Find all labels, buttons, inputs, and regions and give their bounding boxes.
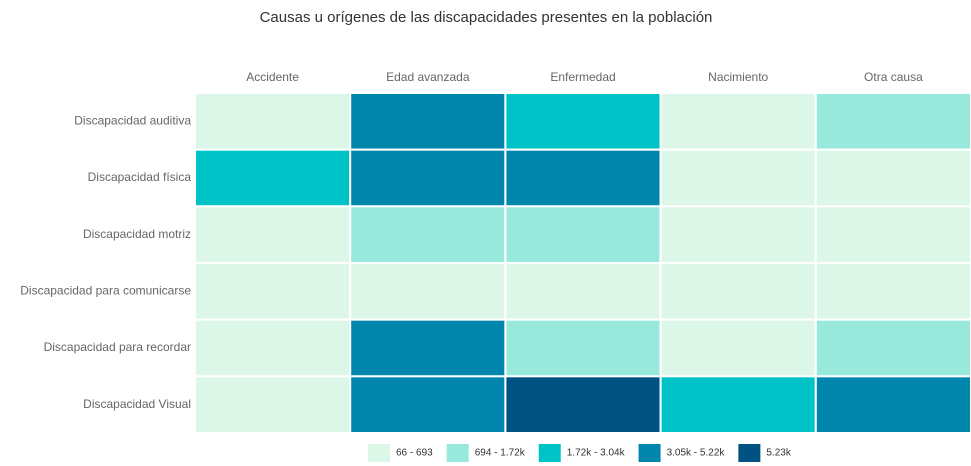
y-tick-label: Discapacidad para comunicarse (20, 284, 191, 298)
heatmap-cell (504, 92, 662, 151)
y-tick-label: Discapacidad motriz (83, 227, 191, 241)
heatmap-cell (349, 262, 507, 321)
heatmap-cell (504, 205, 662, 264)
x-tick-label: Accidente (246, 70, 299, 84)
heatmap-cell (814, 92, 971, 151)
y-tick-label: Discapacidad Visual (83, 397, 191, 411)
heatmap-cell (194, 148, 352, 208)
legend-swatch (446, 444, 469, 462)
legend-label: 694 - 1.72k (475, 448, 526, 459)
heatmap-cell (659, 92, 817, 151)
heatmap-cell (659, 318, 817, 378)
legend-label: 5.23k (766, 448, 791, 459)
y-tick-label: Discapacidad física (88, 170, 192, 184)
x-tick-label: Enfermedad (550, 70, 615, 84)
heatmap-cell (814, 318, 971, 378)
heatmap-cell (194, 318, 352, 378)
heatmap-cell (349, 205, 507, 264)
heatmap-cell (349, 375, 507, 435)
y-tick-label: Discapacidad para recordar (44, 340, 191, 354)
legend-label: 66 - 693 (396, 448, 433, 459)
heatmap-cell (349, 148, 507, 208)
legend-swatch (638, 444, 661, 462)
heatmap-cell (659, 205, 817, 264)
heatmap-cell (194, 92, 352, 151)
heatmap-cell (349, 92, 507, 151)
chart-title: Causas u orígenes de las discapacidades … (260, 9, 713, 26)
heatmap-cell (194, 205, 352, 264)
y-tick-label: Discapacidad auditiva (74, 114, 191, 128)
heatmap-cell (349, 318, 507, 378)
heatmap-cell (504, 375, 662, 435)
heatmap-cell (659, 375, 817, 435)
legend-swatch (538, 444, 561, 462)
heatmap-cell (504, 262, 662, 321)
legend-label: 3.05k - 5.22k (667, 448, 726, 459)
x-tick-label: Nacimiento (708, 70, 768, 84)
heatmap-cell (814, 148, 971, 208)
legend-swatch (368, 444, 390, 462)
heatmap-cell (194, 262, 352, 321)
heatmap-cell (814, 205, 971, 264)
heatmap-cell (504, 318, 662, 378)
x-tick-label: Otra causa (864, 70, 923, 84)
heatmap-cell (659, 148, 817, 208)
legend-label: 1.72k - 3.04k (567, 448, 626, 459)
heatmap-cell (814, 262, 971, 321)
legend-swatch (738, 444, 761, 462)
heatmap-cell (814, 375, 971, 435)
x-tick-label: Edad avanzada (386, 70, 470, 84)
heatmap-cell (659, 262, 817, 321)
heatmap-cell (194, 375, 352, 435)
heatmap-cell (504, 148, 662, 208)
